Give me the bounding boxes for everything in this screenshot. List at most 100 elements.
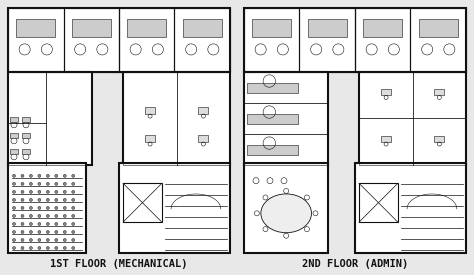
Circle shape	[38, 182, 41, 185]
Bar	[410, 8, 466, 72]
Bar	[8, 72, 46, 123]
Circle shape	[21, 198, 24, 201]
Bar	[198, 107, 209, 114]
Circle shape	[12, 207, 16, 209]
Bar	[123, 72, 230, 165]
Circle shape	[38, 198, 41, 201]
Bar	[22, 117, 30, 122]
Circle shape	[72, 214, 75, 218]
Circle shape	[21, 190, 24, 193]
Bar	[364, 19, 402, 37]
Bar	[381, 89, 391, 95]
Circle shape	[38, 174, 41, 177]
Circle shape	[29, 238, 32, 241]
Bar	[10, 117, 18, 122]
Bar	[22, 133, 30, 138]
Circle shape	[12, 238, 16, 241]
Circle shape	[46, 198, 49, 201]
Circle shape	[46, 230, 49, 233]
Circle shape	[55, 214, 58, 218]
Circle shape	[38, 230, 41, 233]
Text: 1ST FLOOR (MECHANICAL): 1ST FLOOR (MECHANICAL)	[50, 259, 188, 269]
Bar	[119, 163, 230, 253]
Circle shape	[72, 230, 75, 233]
Bar	[145, 107, 155, 114]
Bar	[145, 134, 155, 142]
Bar	[8, 8, 64, 72]
Circle shape	[29, 222, 32, 226]
Circle shape	[12, 198, 16, 201]
Bar	[123, 72, 177, 165]
Circle shape	[38, 222, 41, 226]
Circle shape	[29, 182, 32, 185]
Circle shape	[12, 182, 16, 185]
Circle shape	[46, 207, 49, 209]
Circle shape	[12, 246, 16, 249]
Circle shape	[63, 182, 66, 185]
Circle shape	[63, 207, 66, 209]
Text: 2ND FLOOR (ADMIN): 2ND FLOOR (ADMIN)	[302, 259, 408, 269]
Circle shape	[72, 198, 75, 201]
Circle shape	[46, 222, 49, 226]
Circle shape	[63, 198, 66, 201]
Bar	[381, 136, 391, 142]
Bar	[419, 19, 458, 37]
Bar	[198, 134, 209, 142]
Circle shape	[21, 246, 24, 249]
Circle shape	[21, 238, 24, 241]
Bar	[247, 145, 298, 155]
Bar	[244, 72, 328, 165]
Circle shape	[55, 198, 58, 201]
Bar	[64, 8, 119, 72]
Bar	[123, 183, 162, 222]
Bar	[244, 8, 300, 72]
Circle shape	[21, 182, 24, 185]
Bar	[22, 149, 30, 154]
Bar	[183, 19, 222, 37]
Circle shape	[72, 238, 75, 241]
Bar	[16, 19, 55, 37]
Circle shape	[55, 246, 58, 249]
Bar	[10, 133, 18, 138]
Bar	[244, 134, 328, 165]
Bar	[413, 72, 466, 118]
Circle shape	[63, 214, 66, 218]
Circle shape	[29, 190, 32, 193]
Circle shape	[29, 207, 32, 209]
Circle shape	[46, 190, 49, 193]
Circle shape	[63, 238, 66, 241]
Bar	[8, 72, 92, 165]
Circle shape	[72, 222, 75, 226]
Circle shape	[46, 182, 49, 185]
Circle shape	[46, 174, 49, 177]
Bar	[177, 72, 230, 165]
Circle shape	[55, 190, 58, 193]
Bar	[434, 89, 444, 95]
Circle shape	[63, 222, 66, 226]
Circle shape	[72, 182, 75, 185]
Bar	[308, 19, 346, 37]
Circle shape	[12, 214, 16, 218]
Circle shape	[12, 190, 16, 193]
Circle shape	[63, 190, 66, 193]
Bar	[359, 183, 398, 222]
Circle shape	[55, 222, 58, 226]
Circle shape	[21, 222, 24, 226]
Circle shape	[29, 246, 32, 249]
Circle shape	[55, 207, 58, 209]
Circle shape	[12, 222, 16, 226]
Bar	[46, 72, 92, 165]
Circle shape	[55, 182, 58, 185]
Circle shape	[46, 246, 49, 249]
Circle shape	[38, 214, 41, 218]
Circle shape	[21, 207, 24, 209]
Bar	[434, 136, 444, 142]
Bar	[8, 123, 46, 165]
Circle shape	[21, 174, 24, 177]
Circle shape	[38, 207, 41, 209]
Circle shape	[55, 230, 58, 233]
Circle shape	[63, 174, 66, 177]
Bar	[244, 8, 466, 72]
Bar	[359, 72, 466, 165]
Bar	[244, 72, 328, 103]
